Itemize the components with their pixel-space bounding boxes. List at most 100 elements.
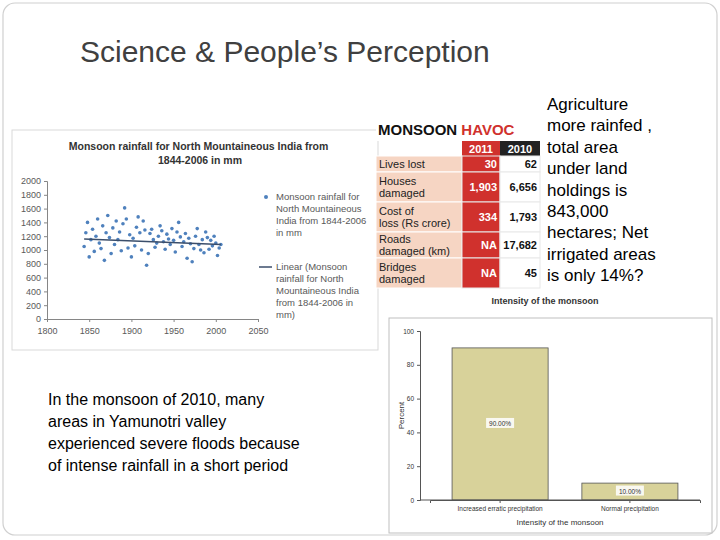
tick-mark (417, 399, 420, 400)
y-tick: 1200 (21, 232, 47, 242)
row-label: loss (Rs crore) (379, 217, 451, 229)
text-line: rainfall for North (276, 273, 346, 284)
chart-title: Monsoon rainfall for North Mountaineous … (69, 140, 332, 166)
y-axis-title: Percent (397, 401, 406, 429)
tick-mark (47, 319, 48, 322)
data-point (200, 238, 204, 242)
cell-bg (500, 258, 540, 288)
cell-value: 45 (525, 267, 537, 279)
y-tick: 60 (407, 395, 420, 402)
data-point (140, 248, 144, 252)
data-point (173, 250, 177, 254)
tick-mark (417, 466, 420, 467)
data-point (131, 236, 135, 240)
data-point (92, 250, 96, 254)
cell-bg (500, 202, 540, 232)
tick-mark (174, 319, 175, 322)
text-line: Monsoon rainfall for (276, 191, 362, 202)
table-title-part: MONSOON (378, 121, 461, 138)
cell-value: 334 (479, 211, 498, 223)
tick-mark (216, 319, 217, 322)
text-line: mm) (276, 309, 295, 320)
tick-mark (44, 236, 47, 237)
y-tick: 600 (26, 273, 47, 283)
data-point (217, 246, 221, 250)
text-line: Linear (Monsoon (276, 261, 350, 272)
cell-value: 6,656 (509, 181, 537, 193)
column-header: 2010 (508, 143, 532, 155)
data-point (152, 238, 156, 242)
cell-value: 1,793 (509, 211, 537, 223)
chart-title: Intensity of the monsoon (492, 296, 599, 306)
tick-mark (44, 264, 47, 265)
data-point (101, 224, 105, 228)
tick-label: 0 (410, 497, 414, 504)
data-point (143, 228, 147, 232)
cell-bg (462, 156, 500, 172)
row-label: damaged (379, 187, 425, 199)
tick-mark (258, 319, 259, 322)
data-point (204, 230, 208, 234)
y-tick: 0 (410, 497, 420, 504)
tick-label: 1850 (80, 326, 100, 336)
data-point (133, 244, 137, 248)
plot-area (452, 348, 678, 500)
tick-label: 1800 (21, 190, 41, 200)
data-point (195, 227, 199, 231)
column-header-bg (500, 141, 540, 156)
side-note: more rainfed , (547, 116, 652, 135)
side-note: 843,000 (547, 202, 608, 221)
cell-value: 30 (485, 158, 497, 170)
row-label: Bridges (379, 261, 417, 273)
slide-frame (3, 3, 717, 535)
cell-bg (462, 172, 500, 202)
tick-mark (44, 195, 47, 196)
cell-value: NA (481, 267, 497, 279)
y-tick: 20 (407, 463, 420, 470)
cell-value: 62 (525, 158, 537, 170)
text-line: India from 1844-2006 (276, 215, 369, 226)
y-tick: 400 (26, 287, 47, 297)
data-point (121, 222, 125, 226)
tick-mark (44, 291, 47, 292)
tick-label: 20 (407, 463, 415, 470)
data-point (118, 230, 122, 234)
tick-mark (417, 500, 420, 501)
tick-mark (44, 250, 47, 251)
y-tick: 1600 (21, 204, 47, 214)
bar (582, 483, 678, 500)
row-label: Roads (379, 233, 411, 245)
x-tick: Increased erratic precipitation (457, 500, 543, 513)
data-point (91, 228, 95, 232)
data-label: 10.00% (619, 488, 641, 495)
data-point (86, 221, 90, 225)
side-note: total area (547, 138, 618, 157)
data-point (82, 245, 86, 249)
caption: areas in Yamunotri valley (48, 413, 226, 430)
cell-bg (500, 232, 540, 258)
text-line: in mm (276, 227, 302, 238)
y-tick: 1400 (21, 218, 47, 228)
data-point (194, 234, 198, 238)
tick-label: 1200 (21, 232, 41, 242)
data-point (108, 236, 112, 240)
text-line: from 1844-2006 in (276, 297, 356, 308)
data-point (130, 255, 134, 259)
tick-label: 400 (26, 287, 41, 297)
tick-mark (44, 319, 47, 320)
x-tick: 1800 (37, 319, 57, 336)
cell-value: 1,903 (469, 181, 497, 193)
data-point (177, 221, 181, 225)
cell-bg (462, 258, 500, 288)
row-label: damaged (km) (379, 245, 450, 257)
tick-label: 2050 (248, 326, 268, 336)
column-header-bg (462, 141, 500, 156)
data-point (103, 259, 107, 263)
data-point (150, 228, 154, 232)
data-point (138, 231, 142, 235)
data-point (158, 224, 162, 228)
text-line: Mountaineous India (276, 285, 362, 296)
data-point (165, 232, 169, 236)
data-point (94, 234, 98, 238)
legend: Monsoon rainfall for North Mountaineous … (259, 191, 369, 320)
